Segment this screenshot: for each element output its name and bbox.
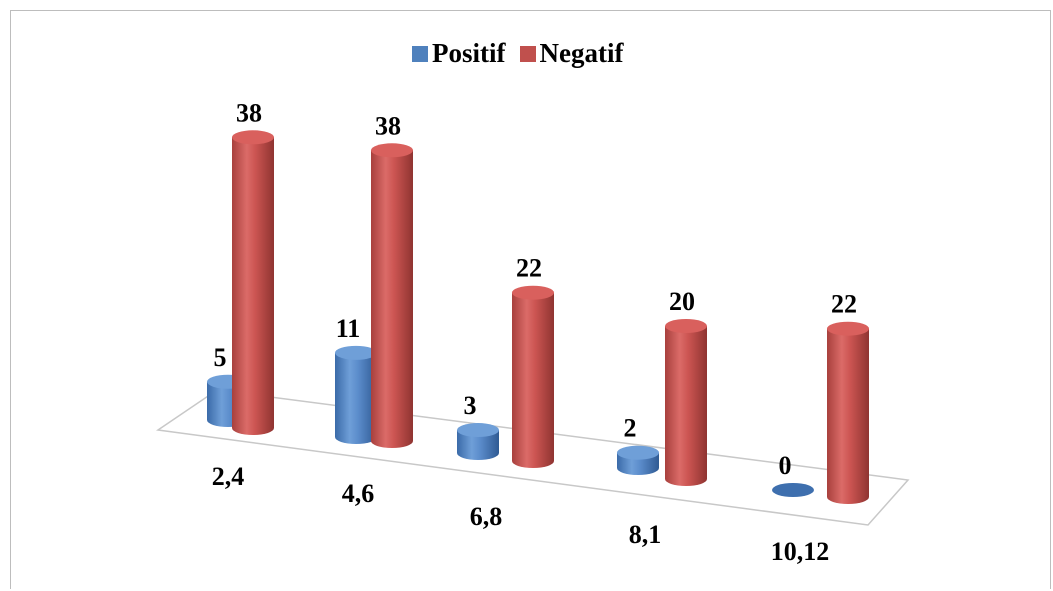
legend-item-positif: Positif [412, 38, 506, 69]
value-label-positif-2: 3 [464, 391, 477, 420]
legend-item-negatif: Negatif [519, 38, 624, 69]
bar-negatif-0 [232, 130, 274, 436]
bar-negatif-4 [827, 321, 869, 504]
bar-positif-1 [335, 345, 377, 444]
category-label-3: 8,1 [629, 520, 662, 549]
value-label-negatif-0: 38 [236, 98, 262, 127]
bars-layer [207, 130, 869, 504]
value-label-positif-3: 2 [624, 414, 637, 443]
legend-label-negatif: Negatif [539, 38, 624, 68]
bar-positif-3 [617, 445, 659, 475]
value-label-negatif-4: 22 [831, 290, 857, 319]
labels-layer: 5 38 2,4 11 38 4,6 3 22 6,8 2 20 8,1 0 22 10,12 [212, 98, 857, 566]
legend: Positif Negatif [412, 38, 637, 69]
value-label-negatif-2: 22 [516, 254, 542, 283]
bar-positif-4 [772, 483, 814, 497]
value-label-negatif-3: 20 [669, 287, 695, 316]
bar-negatif-2 [512, 285, 554, 468]
value-label-negatif-1: 38 [375, 111, 401, 140]
value-label-positif-0: 5 [214, 343, 227, 372]
bar-negatif-3 [665, 319, 707, 486]
legend-swatch-negatif [519, 45, 536, 62]
bar-negatif-1 [371, 143, 413, 449]
value-label-positif-4: 0 [779, 451, 792, 480]
bar-positif-2 [457, 423, 499, 460]
legend-swatch-positif [412, 45, 428, 62]
legend-label-positif: Positif [432, 38, 506, 68]
category-label-1: 4,6 [342, 479, 375, 508]
chart-frame [10, 10, 1051, 589]
category-label-4: 10,12 [771, 537, 830, 566]
category-label-0: 2,4 [212, 462, 245, 491]
value-label-positif-1: 11 [336, 314, 361, 343]
category-label-2: 6,8 [470, 502, 503, 531]
